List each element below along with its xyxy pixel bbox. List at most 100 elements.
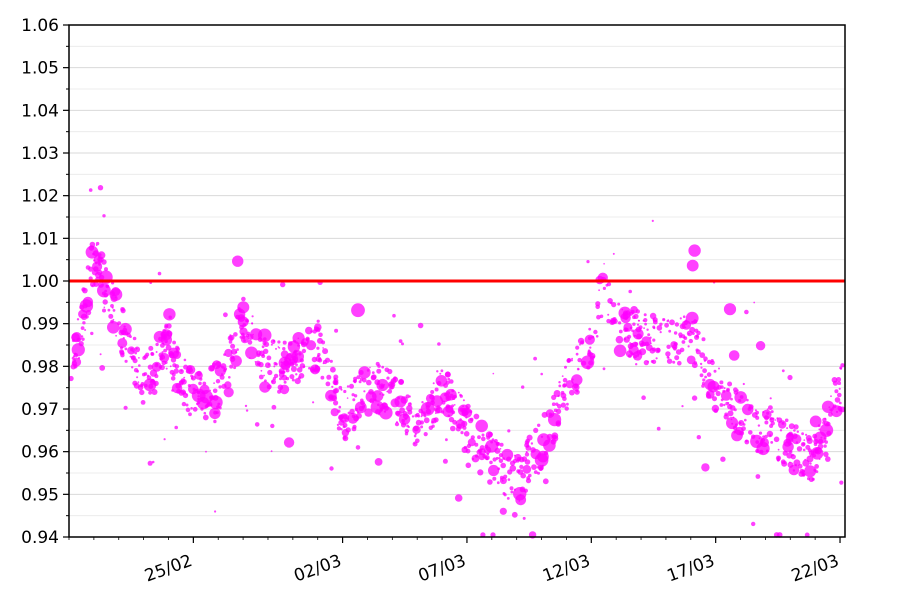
data-point xyxy=(203,411,207,415)
data-point xyxy=(407,402,412,407)
data-point xyxy=(123,325,126,328)
data-point xyxy=(647,333,651,337)
data-point xyxy=(575,352,579,356)
data-point xyxy=(678,332,683,337)
data-point xyxy=(136,376,139,379)
x-axis: 25/02 02/03 07/03 12/03 17/03 22/03 xyxy=(68,537,842,587)
data-point xyxy=(98,282,104,288)
data-point xyxy=(318,357,321,360)
data-point xyxy=(215,379,221,384)
data-point xyxy=(417,414,420,418)
data-point xyxy=(551,402,556,407)
data-point xyxy=(762,409,772,420)
data-point xyxy=(209,389,211,392)
data-point xyxy=(297,337,300,340)
data-point xyxy=(278,347,281,349)
data-point xyxy=(223,367,228,371)
data-point xyxy=(687,345,690,348)
data-point xyxy=(668,329,672,333)
data-point xyxy=(72,357,82,367)
data-point xyxy=(769,397,772,400)
data-point xyxy=(71,333,80,342)
data-point xyxy=(358,370,364,375)
data-point xyxy=(254,422,260,427)
data-point xyxy=(247,339,253,345)
data-point xyxy=(750,434,764,448)
data-point xyxy=(630,309,635,314)
data-point xyxy=(764,434,768,439)
data-point xyxy=(746,398,749,402)
data-point xyxy=(806,437,813,444)
data-point xyxy=(223,387,234,398)
data-point xyxy=(302,365,306,368)
data-point xyxy=(712,396,717,402)
x-tick-label: 22/03 xyxy=(789,551,842,587)
data-point xyxy=(250,328,263,341)
data-points xyxy=(68,185,846,539)
data-point xyxy=(674,342,678,346)
data-point xyxy=(334,328,339,333)
data-point xyxy=(774,419,777,421)
data-point xyxy=(239,324,244,330)
data-point xyxy=(261,345,265,349)
data-point xyxy=(353,394,358,398)
data-point xyxy=(93,281,99,287)
data-point xyxy=(224,381,232,389)
data-point xyxy=(228,376,231,379)
data-point xyxy=(109,288,123,301)
data-point xyxy=(192,406,198,412)
data-point xyxy=(245,409,249,412)
data-point xyxy=(623,322,633,332)
data-point xyxy=(641,395,646,401)
data-point xyxy=(176,388,182,394)
data-point xyxy=(436,370,439,373)
data-point xyxy=(628,289,632,294)
data-point xyxy=(635,363,638,366)
data-point xyxy=(244,404,248,408)
data-point xyxy=(99,365,106,371)
data-point xyxy=(447,414,451,418)
data-point xyxy=(571,357,573,360)
data-point xyxy=(589,346,592,349)
data-point xyxy=(243,339,246,342)
data-point xyxy=(655,357,658,360)
data-point xyxy=(321,340,326,345)
data-point xyxy=(713,408,719,414)
data-point xyxy=(788,431,794,437)
data-point xyxy=(710,360,715,366)
data-point xyxy=(713,386,718,391)
data-point xyxy=(567,358,572,362)
data-point xyxy=(77,357,81,360)
data-point xyxy=(245,346,258,360)
data-point xyxy=(332,388,338,394)
data-point xyxy=(78,309,88,319)
data-point xyxy=(656,325,663,331)
data-point xyxy=(386,376,390,380)
x-tick-label: 12/03 xyxy=(540,551,593,587)
data-point xyxy=(809,455,812,457)
data-point xyxy=(447,377,451,381)
data-point xyxy=(71,343,85,357)
data-point xyxy=(722,389,726,393)
data-point xyxy=(477,435,481,440)
data-point xyxy=(596,314,601,320)
data-point xyxy=(325,381,331,387)
data-point xyxy=(823,451,829,457)
data-point xyxy=(68,375,74,382)
data-point xyxy=(417,322,424,329)
data-point xyxy=(828,412,833,417)
data-point xyxy=(301,348,307,354)
data-point xyxy=(720,390,732,401)
data-point xyxy=(169,365,172,368)
data-point xyxy=(628,344,639,356)
data-point xyxy=(488,464,500,477)
data-point xyxy=(814,464,819,469)
data-point xyxy=(394,422,400,427)
data-point xyxy=(162,329,167,333)
data-point xyxy=(295,363,298,367)
data-point xyxy=(95,241,100,246)
data-point xyxy=(741,426,746,431)
data-point xyxy=(817,443,824,450)
data-point xyxy=(239,335,243,339)
data-point xyxy=(724,412,728,417)
